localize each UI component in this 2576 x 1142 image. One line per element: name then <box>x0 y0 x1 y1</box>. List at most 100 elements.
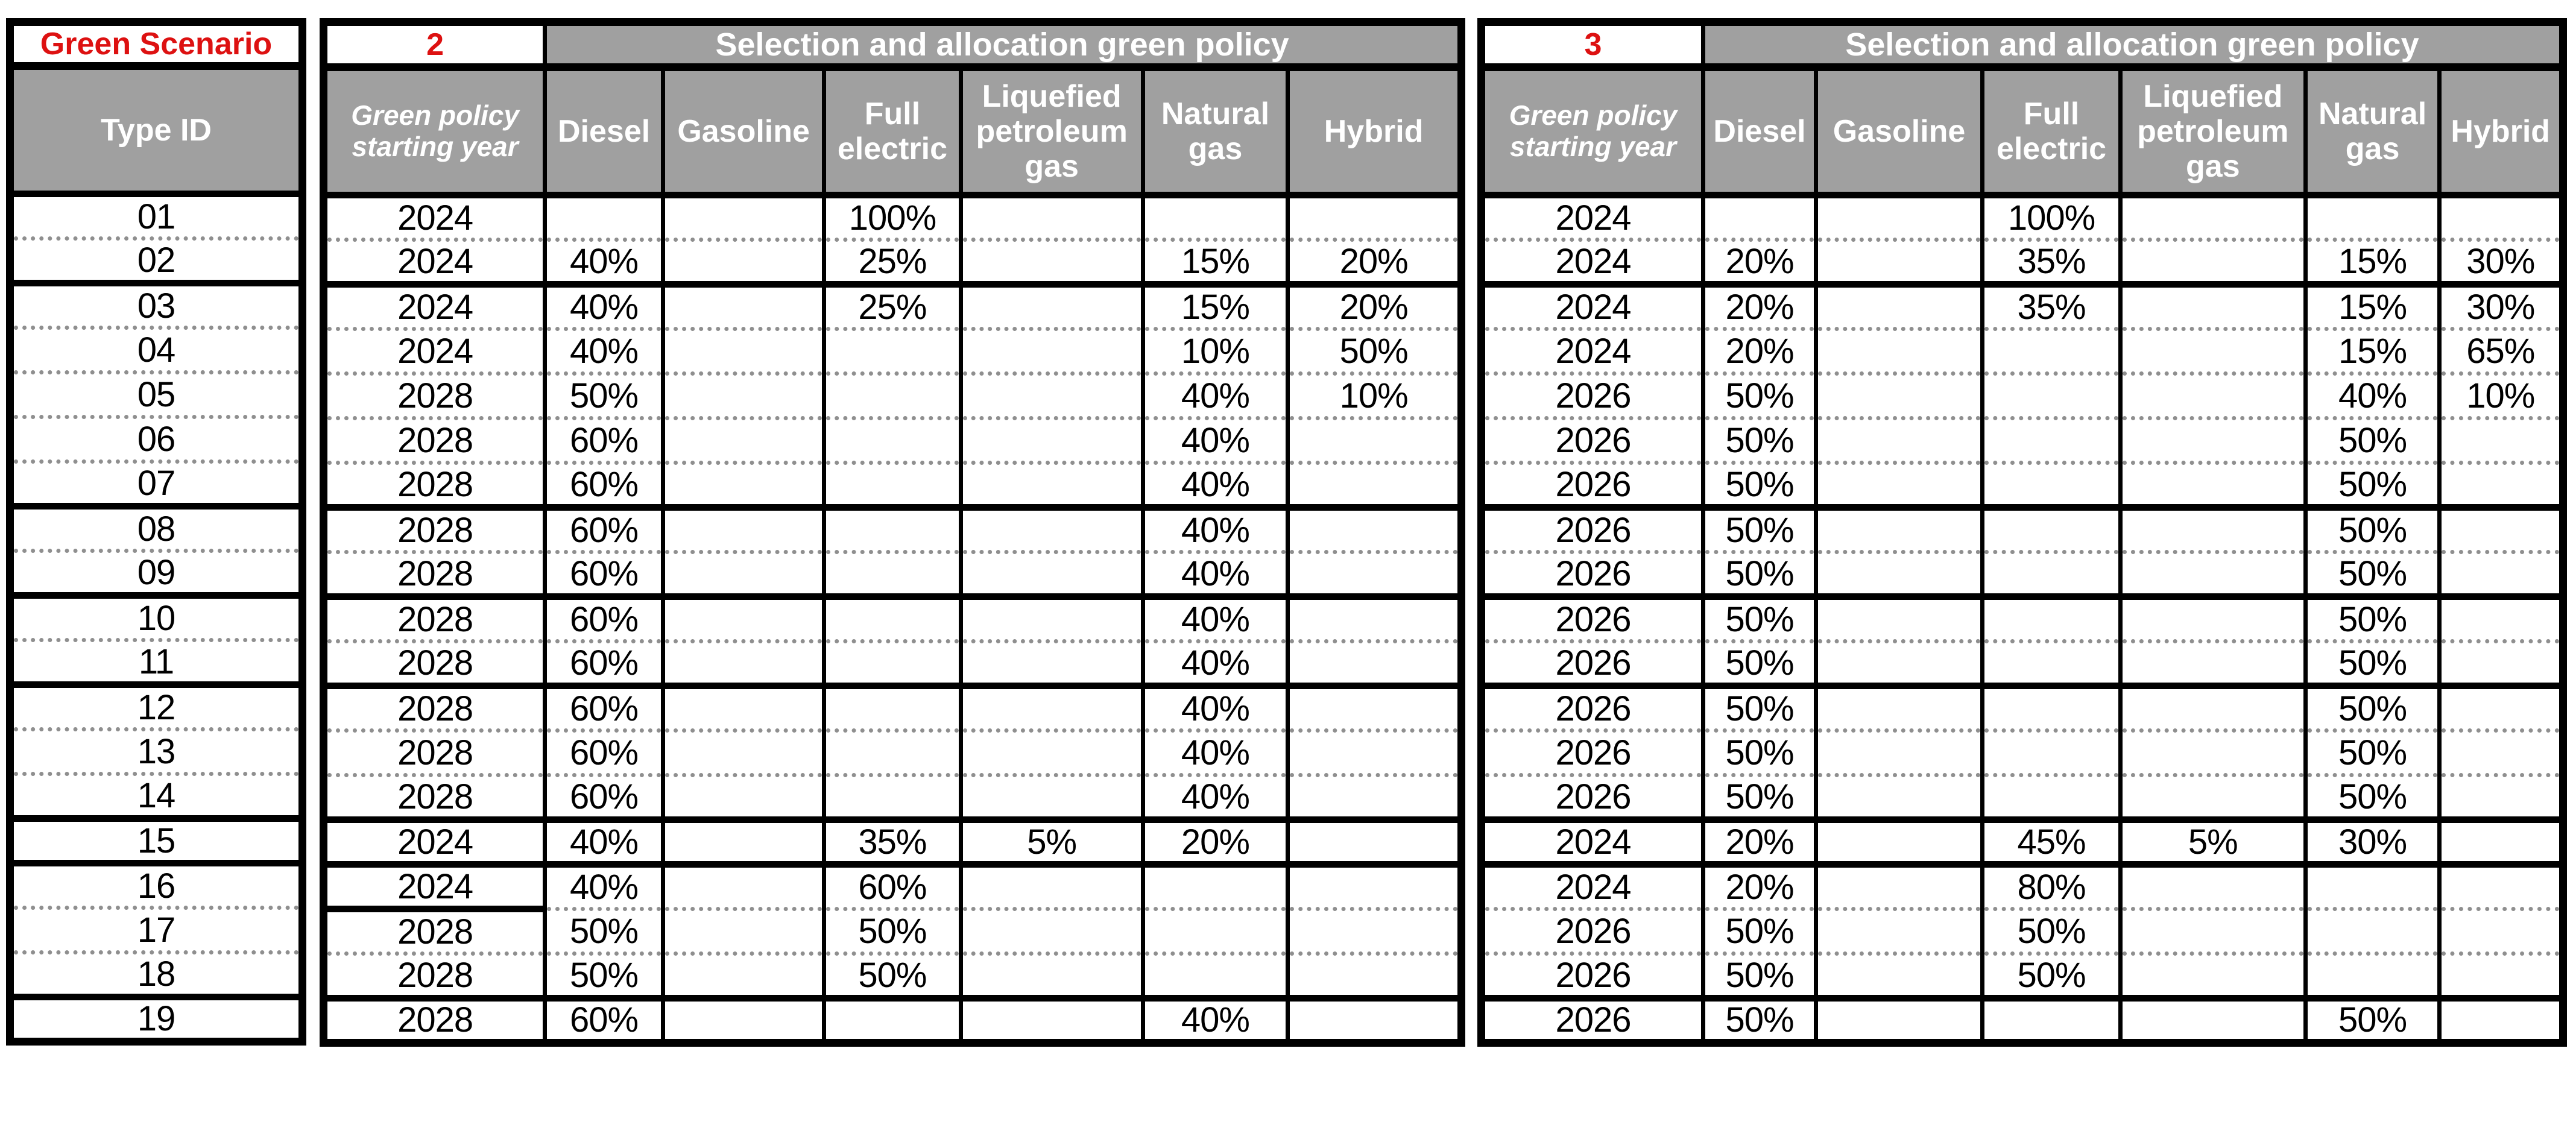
cell-s3-diesel: 20% <box>1700 861 1819 909</box>
cell-s3-gasoline <box>1814 995 1985 1043</box>
type-id-title-row: Green Scenario <box>8 22 305 70</box>
cell-s3-diesel: 50% <box>1700 593 1819 642</box>
cell-s2-year: 2024 <box>321 238 548 285</box>
cell-s3-hybrid: 30% <box>2437 281 2565 329</box>
type-id-row: 06 <box>8 415 305 462</box>
cell-s2-year: 2028 <box>321 995 548 1043</box>
type-id-row: 03 <box>8 280 305 328</box>
cell-s3-hybrid <box>2437 416 2565 463</box>
cell-s2-hybrid: 20% <box>1286 238 1463 285</box>
cell-s2-full-electric: 60% <box>822 861 963 909</box>
cell-s3-gasoline <box>1814 461 1985 508</box>
type-id-cell: 14 <box>8 772 305 819</box>
scenario-2-row: 2028 60% 40% <box>321 416 1463 463</box>
cell-s2-hybrid <box>1286 683 1463 731</box>
cell-s2-year: 2028 <box>321 639 548 686</box>
cell-s3-natural-gas: 50% <box>2303 639 2442 686</box>
cell-s3-diesel: 20% <box>1700 327 1819 374</box>
cell-s2-gasoline <box>661 371 827 418</box>
s3-header-natural-gas: Natural gas <box>2303 67 2442 198</box>
cell-s2-lpg <box>958 995 1145 1043</box>
cell-s3-full-electric <box>1980 504 2123 552</box>
cell-s3-hybrid <box>2437 816 2565 865</box>
cell-s3-year: 2026 <box>1479 639 1705 686</box>
cell-s2-hybrid: 20% <box>1286 281 1463 329</box>
cell-s2-diesel: 40% <box>543 238 666 285</box>
cell-s3-gasoline <box>1814 238 1985 285</box>
scenario-2-row: 2028 50% 50% <box>321 951 1463 998</box>
scenario-2-row: 2028 60% 40% <box>321 728 1463 775</box>
cell-s2-lpg <box>958 281 1145 329</box>
s3-header-hybrid: Hybrid <box>2437 67 2565 198</box>
scenario-3-row: 2026 50% 50% <box>1479 639 2565 686</box>
cell-s3-natural-gas: 30% <box>2303 816 2442 865</box>
s2-header-diesel: Diesel <box>543 67 666 198</box>
cell-s2-lpg <box>958 550 1145 597</box>
cell-s3-gasoline <box>1814 371 1985 418</box>
type-id-cell: 03 <box>8 280 305 328</box>
cell-s3-diesel: 50% <box>1700 371 1819 418</box>
cell-s3-natural-gas <box>2303 861 2442 909</box>
cell-s2-hybrid <box>1286 416 1463 463</box>
cell-s3-full-electric: 50% <box>1980 907 2123 954</box>
scenario-3-row: 2024 20% 35% 15% 30% <box>1479 238 2565 285</box>
cell-s3-hybrid <box>2437 683 2565 731</box>
cell-s2-full-electric: 100% <box>822 195 963 240</box>
cell-s2-gasoline <box>661 773 827 820</box>
cell-s2-full-electric: 50% <box>822 951 963 998</box>
scenario-3-row: 2026 50% 50% <box>1479 593 2565 642</box>
cell-s2-hybrid <box>1286 639 1463 686</box>
s3-header-green-policy-starting-year: Green policy starting year <box>1479 67 1705 198</box>
cell-s2-gasoline <box>661 195 827 240</box>
type-id-cell: 06 <box>8 415 305 462</box>
cell-s2-lpg <box>958 416 1145 463</box>
type-id-cell: 19 <box>8 994 305 1042</box>
cell-s2-year: 2024 <box>321 281 548 329</box>
scenario-2-row: 2024 100% <box>321 195 1463 240</box>
scenario-2-row: 2024 40% 25% 15% 20% <box>321 281 1463 329</box>
cell-s2-gasoline <box>661 861 827 909</box>
cell-s2-diesel: 60% <box>543 728 666 775</box>
type-id-cell: 05 <box>8 370 305 417</box>
s2-header-liquefied-petroleum-gas: Liquefied petroleum gas <box>958 67 1145 198</box>
cell-s3-diesel: 50% <box>1700 461 1819 508</box>
cell-s3-lpg <box>2118 683 2308 731</box>
cell-s2-diesel: 60% <box>543 639 666 686</box>
cell-s3-diesel: 50% <box>1700 504 1819 552</box>
scenario-3-row: 2026 50% 50% <box>1479 416 2565 463</box>
cell-s3-year: 2026 <box>1479 593 1705 642</box>
scenario-3-row: 2026 50% 40% 10% <box>1479 371 2565 418</box>
cell-s2-diesel: 40% <box>543 281 666 329</box>
scenario-3-row: 2026 50% 50% <box>1479 907 2565 954</box>
type-id-row: 08 <box>8 503 305 551</box>
cell-s3-lpg <box>2118 639 2308 686</box>
cell-s2-gasoline <box>661 327 827 374</box>
cell-s2-lpg <box>958 728 1145 775</box>
cell-s2-year: 2028 <box>321 416 548 463</box>
cell-s3-diesel <box>1700 195 1819 240</box>
type-id-cell: 17 <box>8 906 305 953</box>
cell-s2-gasoline <box>661 951 827 998</box>
cell-s3-lpg <box>2118 773 2308 820</box>
scenario-2-row: 2028 50% 40% 10% <box>321 371 1463 418</box>
cell-s3-full-electric: 35% <box>1980 281 2123 329</box>
cell-s2-hybrid <box>1286 195 1463 240</box>
type-id-row: 19 <box>8 994 305 1042</box>
cell-s3-full-electric <box>1980 728 2123 775</box>
cell-s3-gasoline <box>1814 773 1985 820</box>
cell-s2-natural-gas: 40% <box>1140 593 1290 642</box>
cell-s2-lpg <box>958 773 1145 820</box>
cell-s2-full-electric <box>822 773 963 820</box>
scenario-3-row: 2026 50% 50% <box>1479 504 2565 552</box>
scenario-3-title-row: 3 Selection and allocation green policy <box>1479 22 2566 71</box>
cell-s2-natural-gas: 40% <box>1140 639 1290 686</box>
cell-s2-full-electric: 35% <box>822 816 963 865</box>
type-id-cell: 16 <box>8 860 305 908</box>
cell-s3-year: 2026 <box>1479 504 1705 552</box>
cell-s3-full-electric: 35% <box>1980 238 2123 285</box>
type-id-cell: 10 <box>8 592 305 640</box>
cell-s3-year: 2026 <box>1479 683 1705 731</box>
cell-s2-gasoline <box>661 550 827 597</box>
cell-s2-gasoline <box>661 995 827 1043</box>
cell-s3-hybrid <box>2437 504 2565 552</box>
